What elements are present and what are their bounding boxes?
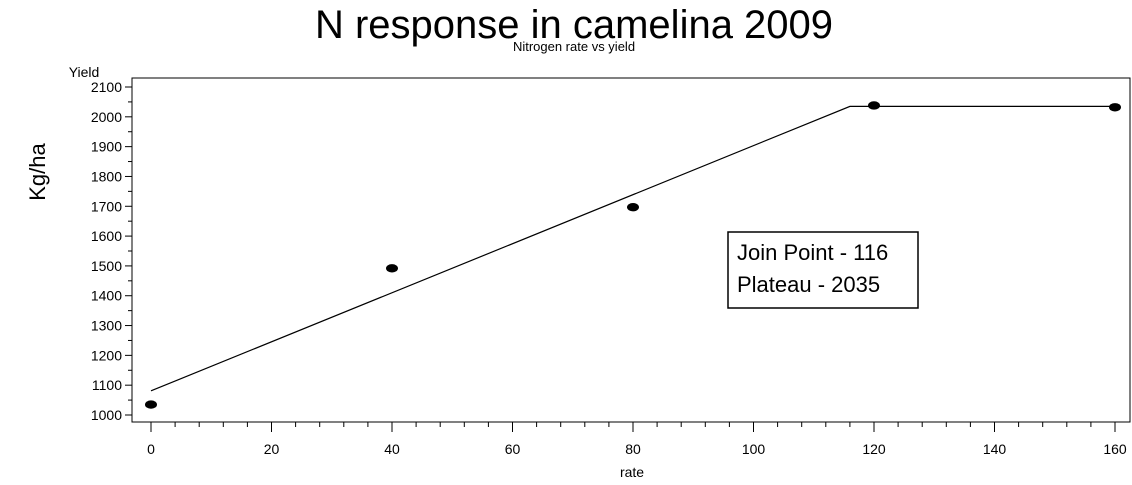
axes: 1000110012001300140015001600170018001900… — [91, 79, 1127, 457]
y-tick-label: 1800 — [91, 168, 122, 184]
plot-frame — [131, 77, 1131, 423]
x-tick-label: 160 — [1103, 441, 1127, 457]
annotation-box: Join Point - 116 Plateau - 2035 — [727, 231, 919, 309]
fitted-line — [150, 105, 1115, 392]
data-point — [868, 101, 880, 110]
y-tick-label: 1200 — [91, 347, 122, 363]
y-tick-label: 1700 — [91, 198, 122, 214]
x-tick-label: 120 — [862, 441, 886, 457]
chart-title: N response in camelina 2009 — [315, 3, 833, 47]
data-point — [627, 202, 639, 212]
data-marks — [145, 101, 1121, 409]
y-tick-label: 1600 — [91, 228, 122, 244]
x-tick-label: 40 — [384, 441, 400, 457]
x-axis-label: rate — [620, 464, 644, 480]
data-point — [1109, 103, 1121, 112]
x-tick-label: 100 — [742, 441, 766, 457]
y-tick-label: 1400 — [91, 288, 122, 304]
annotation-line-plateau: Plateau - 2035 — [737, 272, 880, 297]
y-tick-label: 1500 — [91, 258, 122, 274]
y-tick-label: 1000 — [91, 407, 122, 423]
y-tick-label: 2000 — [91, 109, 122, 125]
x-tick-label: 60 — [505, 441, 521, 457]
y-tick-label: 1900 — [91, 139, 122, 155]
x-tick-label: 0 — [147, 441, 155, 457]
x-tick-label: 140 — [983, 441, 1007, 457]
y-axis-label: Kg/ha — [25, 142, 50, 200]
y-tick-label: 2100 — [91, 79, 122, 95]
x-tick-label: 80 — [625, 441, 641, 457]
annotation-frame — [727, 231, 919, 309]
data-point — [145, 400, 157, 409]
chart-subtitle: Nitrogen rate vs yield — [513, 39, 635, 54]
y-axis-caption: Yield — [69, 64, 100, 80]
data-point — [386, 264, 398, 273]
x-tick-label: 20 — [264, 441, 280, 457]
annotation-line-join-point: Join Point - 116 — [737, 240, 888, 265]
y-tick-label: 1100 — [92, 377, 122, 393]
y-tick-label: 1300 — [91, 318, 122, 334]
